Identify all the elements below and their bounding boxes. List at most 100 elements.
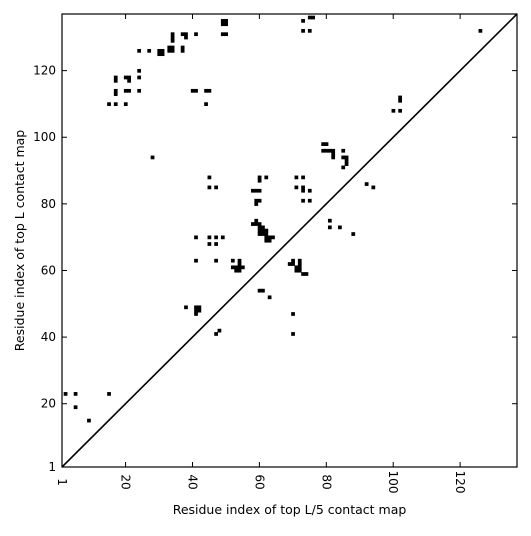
contact-cell bbox=[398, 95, 402, 100]
contact-cell bbox=[207, 175, 212, 180]
contact-cell bbox=[197, 305, 202, 310]
contact-cell bbox=[291, 262, 295, 266]
contact-cell bbox=[224, 22, 229, 27]
contact-cells bbox=[63, 15, 483, 423]
contact-cell bbox=[220, 235, 225, 240]
contact-cell bbox=[307, 15, 312, 20]
contact-cell bbox=[214, 185, 218, 190]
contact-cell bbox=[113, 102, 118, 106]
contact-cell bbox=[364, 182, 369, 186]
contact-cell bbox=[257, 178, 262, 183]
diagonal-line bbox=[61, 13, 518, 468]
contact-cell bbox=[197, 308, 202, 313]
contact-cell bbox=[341, 148, 346, 153]
contact-cell bbox=[220, 32, 225, 37]
contact-cell bbox=[257, 288, 262, 293]
contact-cell bbox=[113, 92, 118, 97]
contact-cell bbox=[331, 152, 336, 156]
contact-cell bbox=[398, 98, 402, 103]
contact-cell bbox=[391, 108, 396, 113]
contact-cell bbox=[160, 48, 165, 53]
contact-cell bbox=[331, 155, 336, 160]
contact-cell bbox=[214, 242, 218, 246]
contact-cell bbox=[230, 265, 235, 270]
contact-cell bbox=[254, 218, 259, 223]
contact-cell bbox=[113, 78, 118, 83]
contact-cell bbox=[344, 158, 349, 163]
contact-cell bbox=[194, 235, 198, 240]
contact-cell bbox=[301, 198, 305, 203]
contact-cell bbox=[73, 405, 78, 410]
contact-cell bbox=[371, 185, 376, 190]
contact-cell bbox=[257, 225, 262, 230]
contact-cell bbox=[264, 228, 269, 233]
contact-cell bbox=[254, 198, 259, 203]
contact-cell bbox=[267, 235, 272, 240]
contact-cell bbox=[184, 32, 188, 37]
plot-frame bbox=[61, 13, 518, 468]
contact-cell bbox=[301, 175, 305, 180]
contact-cell bbox=[160, 52, 165, 57]
contact-cell bbox=[190, 88, 195, 93]
contact-cell bbox=[264, 232, 269, 236]
contact-cell bbox=[194, 312, 198, 316]
contact-cell bbox=[157, 52, 162, 57]
contact-cell bbox=[261, 225, 265, 230]
contact-cell bbox=[344, 155, 349, 160]
x-tick-label: 40 bbox=[185, 474, 199, 489]
contact-cell bbox=[237, 268, 242, 273]
contact-cell bbox=[291, 258, 295, 263]
contact-cell bbox=[294, 175, 299, 180]
contact-cell bbox=[194, 32, 198, 37]
contact-cell bbox=[180, 48, 185, 53]
contact-cell bbox=[331, 148, 336, 153]
contact-cell bbox=[194, 258, 198, 263]
contact-cell bbox=[301, 188, 305, 193]
x-tick-label: 100 bbox=[386, 471, 400, 494]
contact-cell bbox=[257, 198, 262, 203]
contact-cell bbox=[257, 228, 262, 233]
contact-cell bbox=[294, 268, 299, 273]
contact-cell bbox=[267, 295, 272, 300]
contact-cell bbox=[311, 15, 315, 20]
contact-cell bbox=[264, 235, 269, 240]
contact-cell bbox=[297, 262, 302, 266]
contact-cell bbox=[257, 232, 262, 236]
contact-cell bbox=[194, 305, 198, 310]
contact-cell bbox=[291, 332, 295, 336]
contact-cell bbox=[294, 265, 299, 270]
contact-cell bbox=[251, 222, 255, 226]
contact-cell bbox=[324, 142, 329, 146]
y-tick-label: 1 bbox=[48, 460, 56, 474]
x-axis-label: Residue index of top L/5 contact map bbox=[173, 502, 407, 517]
contact-cell bbox=[194, 88, 198, 93]
y-tick-label: 60 bbox=[41, 263, 56, 277]
contact-cell bbox=[127, 78, 131, 83]
y-tick-label: 120 bbox=[33, 64, 56, 78]
contact-cell bbox=[170, 35, 175, 40]
x-tick-label: 1 bbox=[55, 478, 69, 486]
contact-cell bbox=[304, 272, 309, 276]
contact-cell bbox=[271, 235, 275, 240]
contact-cell bbox=[251, 188, 255, 193]
contact-cell bbox=[327, 218, 332, 223]
contact-cell bbox=[294, 185, 299, 190]
y-tick-label: 80 bbox=[41, 197, 56, 211]
contact-cell bbox=[257, 175, 262, 180]
contact-cell bbox=[264, 175, 269, 180]
contact-cell bbox=[237, 262, 242, 266]
contact-cell bbox=[204, 102, 208, 106]
contact-cell bbox=[327, 148, 332, 153]
contact-cell bbox=[327, 225, 332, 230]
contact-cell bbox=[204, 88, 208, 93]
contact-cell bbox=[170, 48, 175, 53]
contact-cell bbox=[237, 265, 242, 270]
contact-cell bbox=[220, 22, 225, 27]
contact-cell bbox=[237, 258, 242, 263]
contact-cell bbox=[321, 148, 326, 153]
contact-cell bbox=[123, 75, 128, 80]
contact-cell bbox=[254, 202, 259, 206]
contact-cell bbox=[341, 165, 346, 170]
contact-cell bbox=[351, 232, 356, 236]
